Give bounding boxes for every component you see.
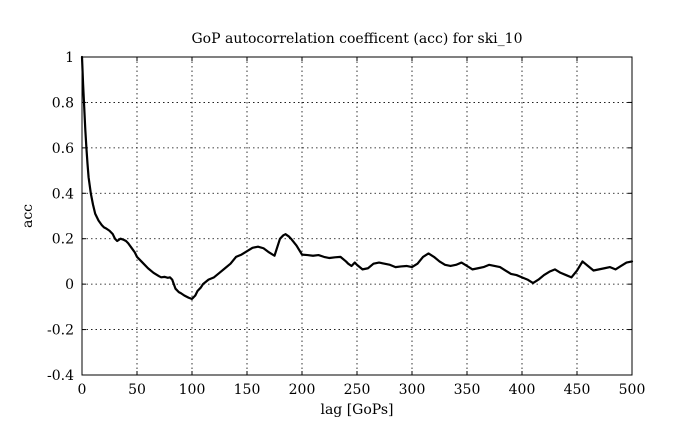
- y-tick-label: -0.4: [47, 368, 74, 384]
- x-tick-labels: 0 50 100 150 200 250 300 350 400 450 500: [78, 382, 646, 398]
- x-tick-label: 150: [234, 382, 261, 398]
- y-tick-labels: -0.4 -0.2 0 0.2 0.4 0.6 0.8 1: [47, 50, 74, 384]
- y-tick-label: 0: [65, 277, 74, 293]
- x-axis-label: lag [GoPs]: [320, 402, 393, 418]
- y-tick-label: 1: [65, 50, 74, 66]
- y-axis-label: acc: [20, 204, 36, 228]
- x-tick-label: 400: [509, 382, 536, 398]
- y-tick-label: 0.2: [52, 232, 74, 248]
- acc-series-line: [80, 55, 634, 301]
- chart-title: GoP autocorrelation coefficent (acc) for…: [192, 31, 523, 47]
- y-tick-label: -0.2: [47, 323, 74, 339]
- x-tick-label: 100: [179, 382, 206, 398]
- y-tick-label: 0.6: [52, 141, 74, 157]
- x-tick-label: 250: [344, 382, 371, 398]
- x-tick-label: 350: [454, 382, 481, 398]
- x-tick-label: 200: [289, 382, 316, 398]
- x-tick-label: 500: [619, 382, 646, 398]
- x-tick-label: 50: [128, 382, 146, 398]
- series-layer: [80, 55, 634, 301]
- y-tick-label: 0.8: [52, 95, 74, 111]
- x-tick-label: 450: [564, 382, 591, 398]
- y-tick-label: 0.4: [52, 186, 74, 202]
- x-tick-label: 0: [78, 382, 87, 398]
- grid: [82, 57, 632, 375]
- x-tick-label: 300: [399, 382, 426, 398]
